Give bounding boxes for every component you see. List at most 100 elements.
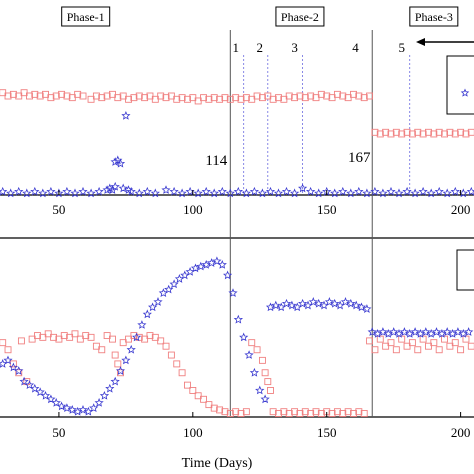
star-point-bottom-83 — [442, 327, 452, 336]
star-point-bottom-85 — [453, 327, 463, 336]
square-point-top-87 — [467, 128, 474, 136]
square-point-top-34 — [184, 95, 191, 103]
star-point-bottom-52 — [276, 302, 286, 312]
square-point-bottom-3 — [15, 369, 23, 377]
event-label-3: 3 — [291, 40, 298, 55]
square-point-top-5 — [26, 92, 33, 100]
star-point-top-59 — [418, 186, 428, 196]
x-tick-label-top-50: 50 — [52, 202, 65, 217]
square-point-bottom-91 — [462, 335, 470, 343]
star-point-top-10 — [78, 186, 88, 196]
star-point-bottom-8 — [40, 390, 51, 400]
square-point-bottom-33 — [162, 342, 170, 350]
star-point-bottom-80 — [426, 329, 436, 338]
x-tick-label-top-150: 150 — [317, 202, 337, 217]
square-point-top-60 — [323, 92, 331, 100]
square-point-bottom-90 — [457, 346, 465, 354]
star-point-bottom-56 — [298, 298, 308, 308]
star-point-top-27 — [161, 185, 171, 194]
star-point-bottom-61 — [324, 297, 334, 306]
star-point-top-29 — [177, 188, 187, 198]
square-point-bottom-10 — [50, 333, 58, 341]
square-point-bottom-87 — [441, 335, 448, 343]
star-point-bottom-86 — [458, 328, 468, 338]
square-point-top-74 — [398, 130, 406, 138]
star-point-bottom-38 — [201, 259, 211, 269]
star-point-top-40 — [265, 186, 276, 196]
star-point-bottom-46 — [244, 350, 254, 359]
square-point-top-73 — [392, 128, 400, 136]
star-point-bottom-14 — [72, 406, 83, 416]
square-point-bottom-0 — [0, 339, 7, 347]
square-point-bottom-58 — [285, 410, 293, 417]
square-point-top-7 — [36, 92, 44, 100]
star-point-bottom-54 — [287, 300, 297, 310]
legend-box-bottom — [456, 249, 474, 291]
square-point-bottom-77 — [387, 339, 395, 347]
star-point-top-20 — [118, 183, 128, 193]
star-point-bottom-26 — [137, 320, 147, 329]
square-point-top-15 — [79, 92, 87, 100]
star-point-top-44 — [298, 183, 308, 193]
star-point-bottom-24 — [126, 344, 136, 354]
square-point-bottom-75 — [376, 335, 384, 343]
star-point-top-32 — [201, 186, 211, 196]
star-point-bottom-35 — [185, 267, 195, 276]
star-point-top-38 — [249, 186, 259, 196]
star-point-bottom-66 — [351, 300, 361, 310]
square-point-top-42 — [226, 95, 234, 103]
star-point-top-56 — [394, 188, 404, 198]
square-point-bottom-27 — [130, 332, 138, 340]
square-point-bottom-4 — [17, 337, 25, 345]
star-point-bottom-71 — [378, 327, 388, 336]
square-point-bottom-85 — [430, 339, 438, 347]
star-point-top-1 — [6, 188, 16, 198]
square-point-bottom-78 — [392, 346, 400, 354]
event-labels: 1 2 3 4 5 — [232, 40, 405, 55]
star-point-bottom-62 — [330, 298, 340, 308]
star-point-top-0 — [0, 186, 8, 196]
legend-boxes — [446, 55, 474, 291]
square-point-top-59 — [317, 90, 325, 98]
star-point-bottom-39 — [206, 258, 217, 267]
star-point-bottom-64 — [340, 297, 351, 306]
legend-box-top — [446, 55, 474, 115]
square-point-bottom-38 — [189, 387, 197, 394]
star-point-bottom-42 — [223, 270, 233, 280]
square-point-bottom-86 — [435, 346, 443, 354]
square-point-top-9 — [47, 94, 55, 102]
square-point-top-33 — [178, 94, 186, 102]
star-point-top-45 — [306, 186, 316, 196]
star-point-top-7 — [54, 188, 64, 198]
square-point-top-38 — [205, 95, 213, 103]
star-point-bottom-48 — [255, 385, 265, 395]
star-point-bottom-57 — [303, 300, 313, 310]
square-point-top-56 — [301, 94, 309, 102]
square-point-top-71 — [382, 128, 390, 136]
star-point-bottom-63 — [335, 300, 345, 310]
phase-label-3: Phase-3 — [415, 10, 453, 24]
square-point-top-1 — [4, 92, 12, 100]
square-point-bottom-81 — [408, 339, 416, 347]
star-point-top-41 — [273, 188, 284, 198]
star-point-top-5 — [38, 188, 48, 198]
star-point-bottom-75 — [399, 327, 409, 336]
day-labels: 114 167 — [205, 150, 371, 169]
square-point-top-29 — [157, 92, 165, 100]
star-point-bottom-30 — [158, 288, 168, 298]
star-point-bottom-45 — [239, 332, 249, 342]
square-point-top-39 — [210, 94, 218, 102]
square-point-top-44 — [237, 95, 245, 103]
x-axis-label: Time (Days) — [182, 456, 253, 471]
square-point-top-66 — [355, 92, 363, 100]
square-point-bottom-76 — [382, 342, 390, 350]
square-point-bottom-74 — [371, 346, 379, 354]
square-point-bottom-29 — [141, 335, 149, 343]
square-point-top-78 — [419, 130, 427, 138]
square-point-bottom-82 — [414, 346, 422, 354]
square-point-top-79 — [425, 128, 432, 136]
star-point-top-37 — [241, 188, 251, 198]
square-point-top-19 — [103, 92, 111, 100]
star-point-bottom-50 — [265, 302, 276, 312]
